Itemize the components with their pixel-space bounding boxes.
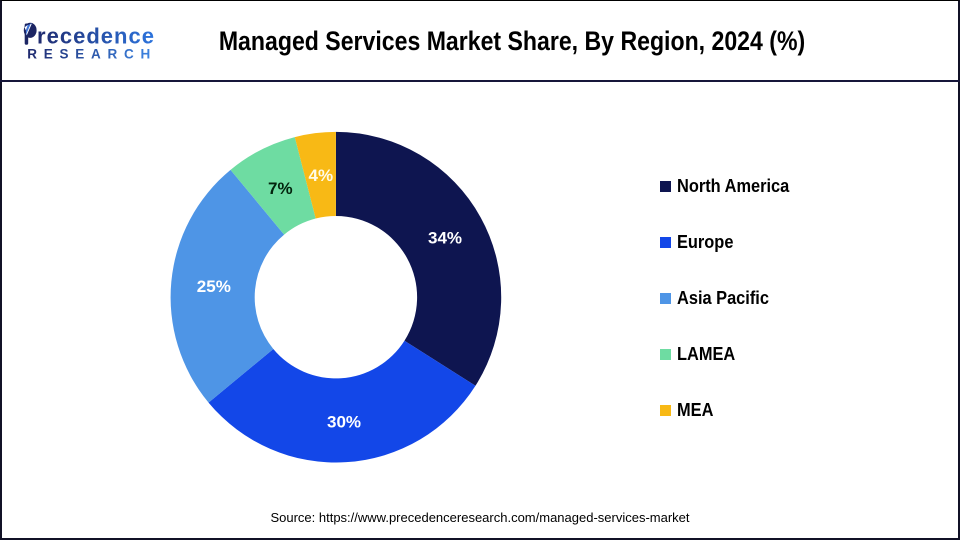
svg-text:34%: 34% bbox=[428, 229, 462, 248]
svg-text:7%: 7% bbox=[268, 179, 293, 198]
svg-text:30%: 30% bbox=[327, 413, 361, 432]
svg-text:4%: 4% bbox=[309, 166, 334, 185]
svg-text:recedence: recedence bbox=[37, 24, 154, 49]
svg-text:25%: 25% bbox=[197, 277, 231, 296]
